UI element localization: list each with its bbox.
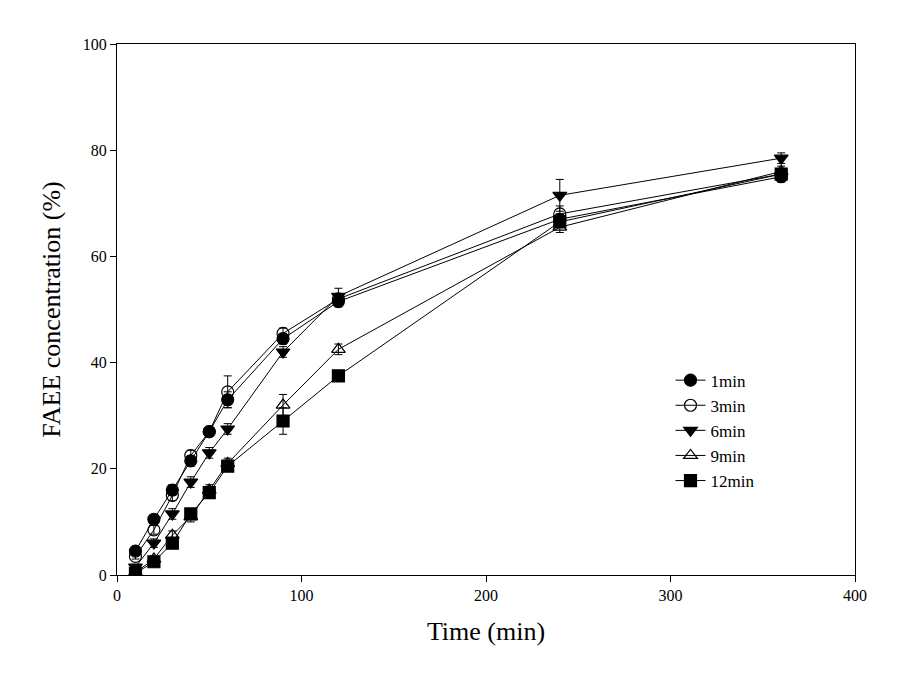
svg-text:FAEE concentration (%): FAEE concentration (%) — [37, 181, 66, 438]
svg-text:12min: 12min — [711, 472, 755, 491]
svg-text:300: 300 — [659, 587, 683, 604]
svg-text:6min: 6min — [711, 422, 746, 441]
svg-text:400: 400 — [843, 587, 867, 604]
svg-text:3min: 3min — [711, 397, 746, 416]
svg-text:0: 0 — [99, 567, 107, 584]
svg-text:40: 40 — [91, 354, 107, 371]
svg-text:80: 80 — [91, 142, 107, 159]
svg-text:20: 20 — [91, 460, 107, 477]
svg-text:9min: 9min — [711, 447, 746, 466]
svg-text:Time (min): Time (min) — [427, 617, 545, 646]
svg-text:1min: 1min — [711, 372, 746, 391]
svg-text:200: 200 — [474, 587, 498, 604]
svg-text:0: 0 — [113, 587, 121, 604]
svg-text:60: 60 — [91, 248, 107, 265]
svg-text:100: 100 — [290, 587, 314, 604]
svg-text:100: 100 — [83, 36, 107, 53]
